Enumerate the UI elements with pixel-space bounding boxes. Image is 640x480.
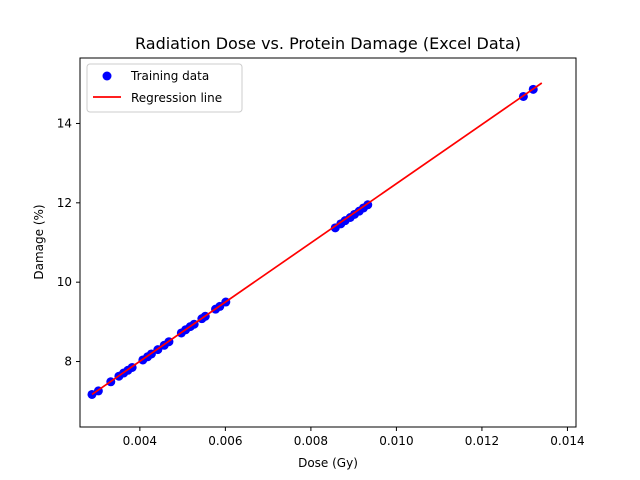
x-axis-label: Dose (Gy) (298, 456, 358, 470)
y-axis-label: Damage (%) (32, 204, 46, 279)
x-tick-label: 0.012 (465, 434, 499, 448)
y-tick-label: 12 (57, 196, 72, 210)
x-tick-label: 0.006 (208, 434, 242, 448)
x-tick-label: 0.010 (379, 434, 413, 448)
regression-line (91, 82, 543, 396)
legend-label-training-data: Training data (130, 69, 209, 83)
legend: Training data Regression line (86, 63, 243, 113)
legend-marker-training-data (102, 71, 112, 81)
plot-frame (79, 57, 577, 428)
chart-title: Radiation Dose vs. Protein Damage (Excel… (135, 34, 521, 53)
y-tick-label: 14 (57, 116, 72, 130)
y-axis-ticks: 8 10 12 14 (57, 116, 80, 369)
x-axis-ticks: 0.004 0.006 0.008 0.010 0.012 0.014 (123, 427, 585, 448)
x-tick-label: 0.008 (294, 434, 328, 448)
x-tick-label: 0.014 (550, 434, 584, 448)
plot-content (87, 82, 543, 399)
legend-label-regression-line: Regression line (131, 91, 222, 105)
y-tick-label: 10 (57, 275, 72, 289)
legend-box (86, 63, 243, 113)
x-tick-label: 0.004 (123, 434, 157, 448)
y-tick-label: 8 (64, 355, 72, 369)
